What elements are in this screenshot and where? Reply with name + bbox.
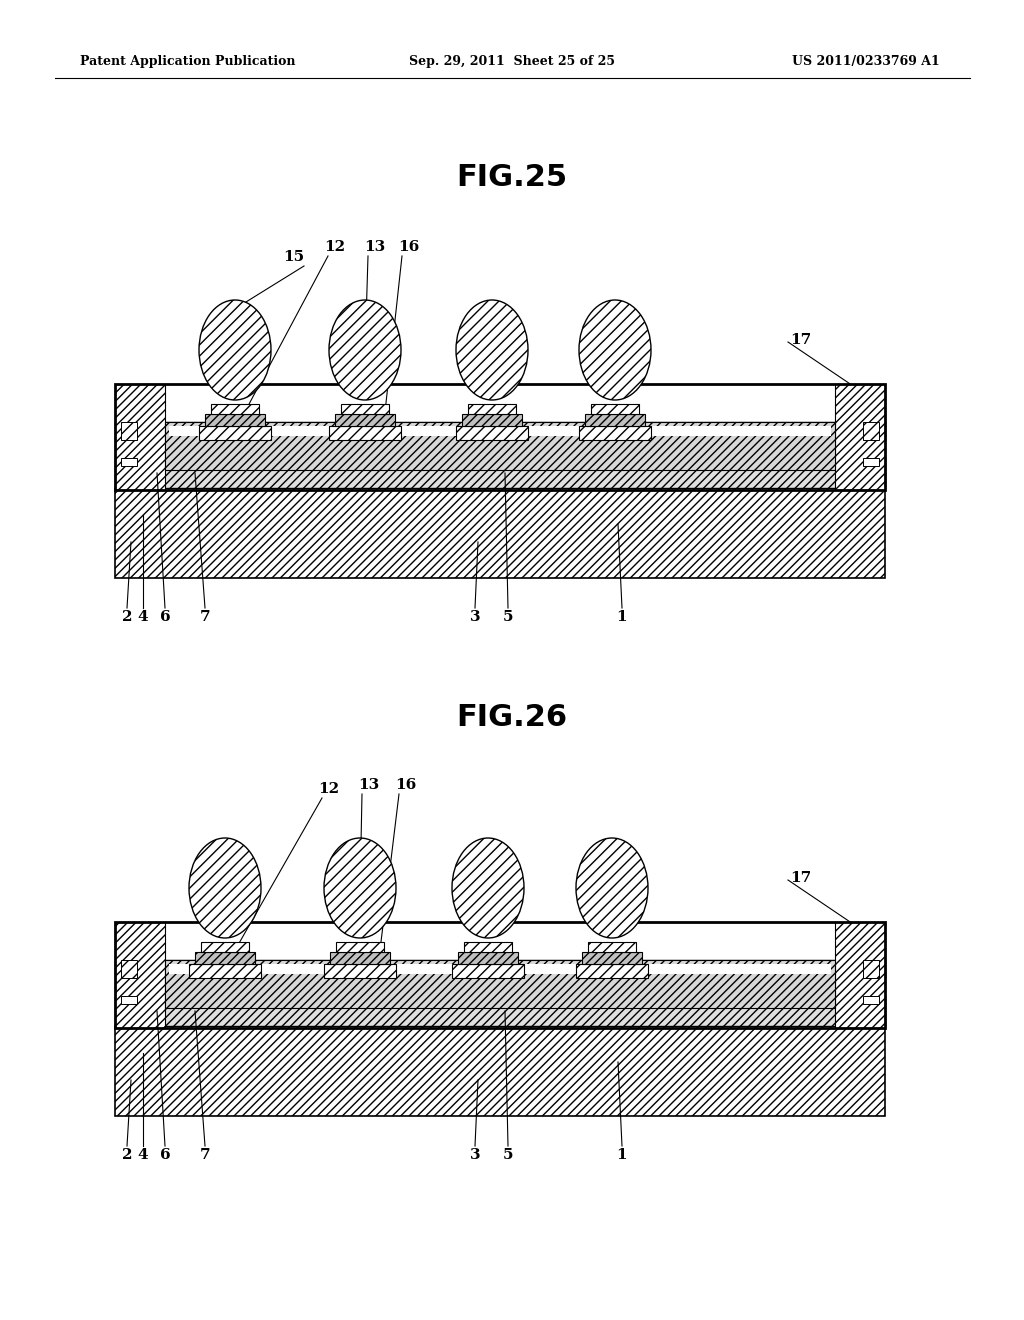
Bar	[579, 426, 651, 440]
Bar	[121, 960, 137, 978]
Text: 16: 16	[398, 240, 419, 253]
Bar	[165, 960, 835, 1008]
Bar	[115, 488, 885, 578]
Ellipse shape	[452, 838, 524, 939]
Bar	[169, 426, 831, 436]
Text: 12: 12	[318, 781, 339, 796]
Bar	[211, 404, 259, 414]
Bar	[591, 404, 639, 414]
Bar	[199, 426, 271, 440]
Ellipse shape	[579, 300, 651, 400]
Text: FIG.25: FIG.25	[457, 164, 567, 193]
Bar	[121, 458, 137, 466]
Bar	[115, 921, 165, 1028]
Bar	[458, 952, 518, 964]
Ellipse shape	[329, 300, 401, 400]
Ellipse shape	[189, 838, 261, 939]
Text: 4: 4	[137, 1148, 148, 1162]
Bar	[329, 426, 401, 440]
Bar	[165, 422, 835, 470]
Text: 7: 7	[200, 1148, 210, 1162]
Bar	[201, 942, 249, 952]
Bar	[169, 964, 831, 974]
Text: 3: 3	[470, 1148, 480, 1162]
Bar	[189, 964, 261, 978]
Bar	[585, 414, 645, 426]
Bar	[115, 384, 165, 490]
Bar	[835, 921, 885, 1028]
Bar	[863, 997, 879, 1005]
Text: 1: 1	[616, 1148, 628, 1162]
Bar	[324, 964, 396, 978]
Bar	[115, 1026, 885, 1115]
Text: 6: 6	[160, 610, 170, 624]
Text: 5: 5	[503, 610, 513, 624]
Bar	[115, 384, 885, 490]
Bar	[456, 426, 528, 440]
Bar	[575, 964, 648, 978]
Text: 15: 15	[283, 249, 304, 264]
Bar	[588, 942, 636, 952]
Bar	[115, 960, 885, 978]
Text: 3: 3	[470, 610, 480, 624]
Bar	[115, 921, 885, 1028]
Bar	[121, 422, 137, 440]
Bar	[115, 997, 885, 1026]
Text: 2: 2	[122, 1148, 132, 1162]
Text: 12: 12	[324, 240, 345, 253]
Text: 13: 13	[358, 777, 379, 792]
Text: US 2011/0233769 A1: US 2011/0233769 A1	[793, 55, 940, 69]
Bar	[835, 384, 885, 490]
Text: 17: 17	[790, 871, 811, 884]
Text: FIG.26: FIG.26	[457, 704, 567, 733]
Bar	[464, 942, 512, 952]
Bar	[335, 414, 395, 426]
Text: Patent Application Publication: Patent Application Publication	[80, 55, 296, 69]
Bar	[462, 414, 522, 426]
Bar	[452, 964, 524, 978]
Bar	[341, 404, 389, 414]
Ellipse shape	[199, 300, 271, 400]
Ellipse shape	[456, 300, 528, 400]
Text: 7: 7	[200, 610, 210, 624]
Bar	[582, 952, 642, 964]
Bar	[863, 458, 879, 466]
Bar	[121, 997, 137, 1005]
Text: 13: 13	[364, 240, 385, 253]
Text: 16: 16	[395, 777, 416, 792]
Bar	[468, 404, 516, 414]
Bar	[195, 952, 255, 964]
Ellipse shape	[575, 838, 648, 939]
Text: 4: 4	[137, 610, 148, 624]
Bar	[115, 458, 885, 488]
Text: 17: 17	[790, 333, 811, 347]
Bar	[205, 414, 265, 426]
Bar	[115, 422, 885, 440]
Bar	[330, 952, 390, 964]
Bar	[863, 960, 879, 978]
Text: 2: 2	[122, 610, 132, 624]
Bar	[863, 422, 879, 440]
Text: 5: 5	[503, 1148, 513, 1162]
Text: 1: 1	[616, 610, 628, 624]
Text: Sep. 29, 2011  Sheet 25 of 25: Sep. 29, 2011 Sheet 25 of 25	[409, 55, 615, 69]
Bar	[336, 942, 384, 952]
Text: 6: 6	[160, 1148, 170, 1162]
Ellipse shape	[324, 838, 396, 939]
